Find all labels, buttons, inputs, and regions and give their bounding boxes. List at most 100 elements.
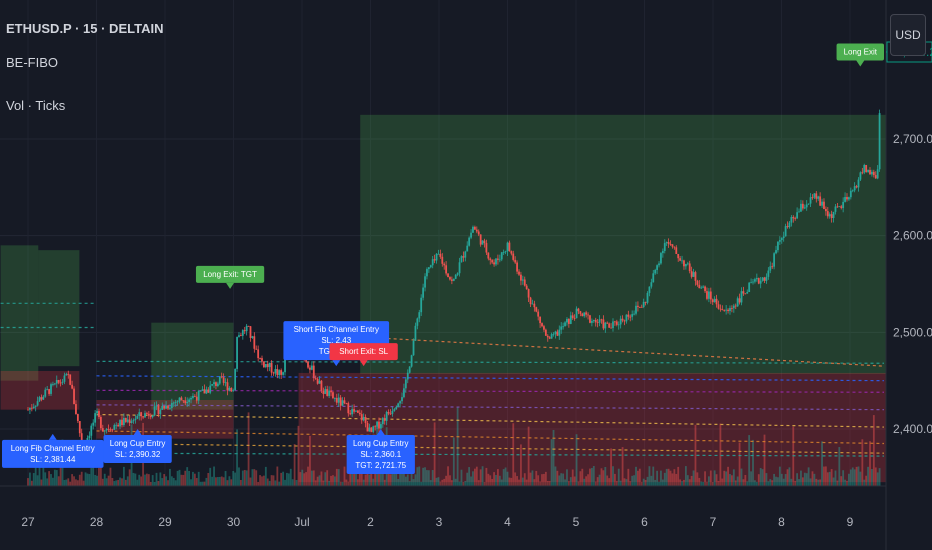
candle-body (692, 272, 695, 277)
candle-body (761, 277, 764, 281)
volume-bar (581, 468, 584, 486)
candle-body (782, 236, 785, 239)
candle-body (134, 418, 137, 420)
candle-body (230, 388, 233, 392)
volume-bar (711, 481, 714, 486)
volume-bar (322, 480, 325, 486)
volume-bar (186, 467, 189, 486)
volume-bar (828, 471, 831, 486)
candle-body (771, 266, 774, 268)
volume-bar (228, 476, 231, 486)
volume-bar (406, 474, 409, 486)
candle-body (846, 197, 848, 200)
volume-bar (284, 479, 286, 486)
volume-bar (257, 481, 260, 486)
trade-label-pointer (133, 429, 142, 435)
fib-line (96, 430, 885, 445)
candle-body (92, 422, 95, 426)
volume-bar (709, 470, 712, 486)
volume-bar (752, 439, 754, 486)
volume-bar (207, 472, 210, 486)
candle-body (590, 321, 593, 323)
volume-bar (320, 471, 323, 486)
candle-body (209, 385, 212, 393)
volume-bar (295, 480, 298, 486)
candle-body (226, 382, 229, 391)
candle-body (393, 409, 396, 411)
volume-bar (44, 472, 47, 486)
indicator-befibo[interactable]: BE-FIBO (6, 55, 59, 70)
indicator-volume[interactable]: Vol · Ticks (6, 98, 66, 113)
volume-bar (215, 477, 217, 486)
symbol-title[interactable]: ETHUSD.P · 15 · DELTAIN (6, 21, 164, 36)
volume-bar (441, 479, 444, 486)
fib-line (363, 336, 885, 367)
candle-body (239, 335, 242, 337)
candle-body (441, 256, 444, 264)
candle-body (667, 242, 670, 244)
volume-bar (239, 480, 242, 486)
volume-bar (713, 470, 716, 486)
volume-bar (55, 470, 58, 486)
volume-bar (401, 469, 403, 486)
candle-body (541, 323, 543, 327)
volume-bar (264, 466, 267, 486)
currency-button[interactable]: USD (890, 14, 926, 56)
volume-bar (445, 475, 448, 486)
candle-body (648, 286, 651, 293)
candle-body (167, 405, 169, 409)
trade-label-pointer (48, 433, 57, 440)
volume-bar (222, 477, 225, 486)
volume-bar (339, 481, 342, 486)
candle-body (259, 358, 261, 359)
candle-body (840, 206, 843, 208)
candle-body (261, 358, 263, 362)
trade-label-pointer (226, 282, 235, 289)
volume-bar (715, 474, 718, 486)
price-axis[interactable]: 2,400.00 2,500.00 2,600.00 2,700.00 (893, 132, 932, 436)
volume-bar (435, 477, 438, 486)
candle-body (48, 389, 50, 394)
candle-body (67, 373, 70, 375)
volume-bar (174, 480, 177, 486)
candle-body (264, 363, 267, 368)
candle-body (113, 425, 116, 430)
volume-bar (86, 473, 89, 486)
candle-body (414, 325, 417, 341)
candle-body (337, 397, 340, 403)
volume-bar (146, 473, 148, 486)
candle-body (326, 389, 329, 396)
volume-bar (514, 472, 517, 486)
volume-bar (124, 479, 127, 486)
volume-bar (848, 473, 850, 486)
volume-bar (863, 479, 866, 486)
candle-body (378, 421, 380, 429)
candle-body (126, 419, 129, 422)
candle-body (272, 372, 275, 374)
volume-bar (332, 475, 334, 486)
candle-body (725, 309, 728, 311)
volume-bar (558, 475, 561, 486)
volume-bar (63, 479, 66, 486)
candle-body (823, 201, 825, 210)
volume-bar (50, 474, 52, 486)
volume-bar (40, 479, 43, 486)
candle-body (679, 258, 682, 261)
candle-body (498, 259, 501, 261)
volume-bar (734, 480, 737, 486)
candle-body (142, 416, 144, 418)
candle-body (61, 381, 64, 383)
time-axis[interactable]: 27 28 29 30 Jul 2 3 4 5 6 7 8 9 (21, 515, 853, 529)
candle-body (243, 330, 246, 332)
volume-bar (111, 477, 114, 486)
candle-body (863, 165, 866, 173)
trade-label-box (346, 435, 415, 474)
volume-bar (109, 467, 112, 486)
volume-bar (149, 481, 152, 486)
candle-body (27, 409, 29, 411)
volume-bar (190, 479, 192, 486)
volume-bar (763, 434, 766, 486)
candle-body (472, 226, 474, 233)
volume-bar (88, 474, 91, 486)
